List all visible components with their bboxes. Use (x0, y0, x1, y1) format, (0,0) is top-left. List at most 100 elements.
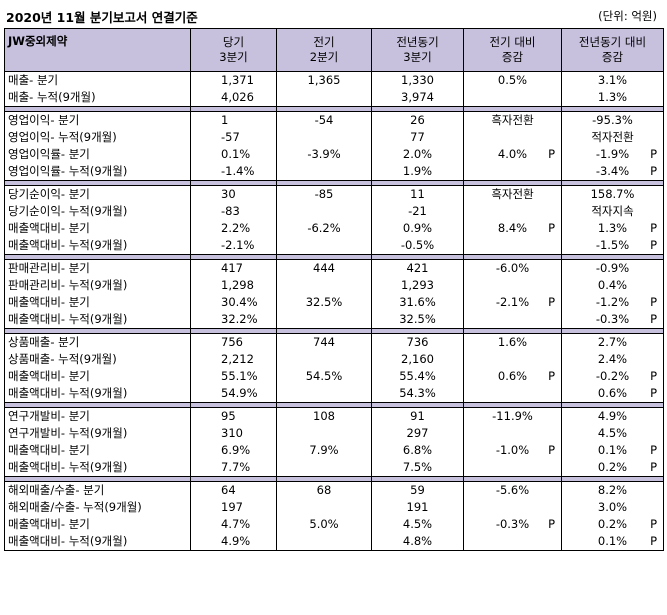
table-row: 매출액대비- 누적(9개월) -2.1% -0.5% -1.5% P (4, 237, 664, 255)
table-cell (276, 425, 372, 442)
table-cell: 1 (190, 111, 277, 129)
table-cell: 32.5% (276, 294, 372, 311)
financial-table: JW중외제약 당기 3분기 전기 2분기 전년동기 3분기 전기 대비 증감 전년동기 대비 증감 … (4, 28, 664, 551)
table-cell: -1.9% P (561, 146, 664, 163)
row-label: 매출- 누적(9개월) (4, 89, 191, 107)
table-cell: 191 (371, 499, 464, 516)
table-cell (276, 351, 372, 368)
table-cell: 4,026 (190, 89, 277, 107)
table-cell: -6.0% (463, 259, 562, 277)
table-cell: 4.7% (190, 516, 277, 533)
table-cell: 736 (371, 333, 464, 351)
table-cell (276, 163, 372, 181)
table-cell: 6.8% (371, 442, 464, 459)
table-cell: -57 (190, 129, 277, 146)
row-label: 해외매출/수출- 누적(9개월) (4, 499, 191, 516)
table-cell: 7.9% (276, 442, 372, 459)
table-cell: -85 (276, 185, 372, 203)
table-row: 매출액대비- 분기 55.1% 54.5% 55.4% 0.6% P -0.2% P (4, 368, 664, 385)
table-cell: -0.3% P (463, 516, 562, 533)
table-cell: 4.5% (371, 516, 464, 533)
table-cell: -1.5% P (561, 237, 664, 255)
table-cell: 77 (371, 129, 464, 146)
table-cell: -54 (276, 111, 372, 129)
table-cell: 31.6% (371, 294, 464, 311)
unit-label: (단위: 억원) (598, 9, 657, 23)
table-row: 매출액대비- 분기 30.4% 32.5% 31.6% -2.1% P -1.2% P (4, 294, 664, 311)
table-cell: 32.5% (371, 311, 464, 329)
table-cell: 2.2% (190, 220, 277, 237)
table-row: 영업이익- 누적(9개월) -57 77 적자전환 (4, 129, 664, 146)
row-label: 연구개발비- 분기 (4, 407, 191, 425)
table-cell: -0.2% P (561, 368, 664, 385)
table-cell: 417 (190, 259, 277, 277)
table-row: 영업이익률- 분기 0.1% -3.9% 2.0% 4.0% P -1.9% P (4, 146, 664, 163)
table-cell: 158.7% (561, 185, 664, 203)
table-cell (463, 89, 562, 107)
column-header: 전기 대비 증감 (463, 28, 562, 72)
table-cell (276, 237, 372, 255)
table-row: 매출액대비- 누적(9개월) 32.2% 32.5% -0.3% P (4, 311, 664, 329)
table-row: 매출- 분기 1,371 1,365 1,330 0.5% 3.1% (4, 71, 664, 89)
row-label: 매출액대비- 누적(9개월) (4, 533, 191, 551)
table-cell: 2.7% (561, 333, 664, 351)
section-separator (4, 402, 664, 408)
table-cell: 54.9% (190, 385, 277, 403)
table-cell: -5.6% (463, 481, 562, 499)
table-cell: -11.9% (463, 407, 562, 425)
table-row: 매출액대비- 누적(9개월) 54.9% 54.3% 0.6% P (4, 385, 664, 403)
table-cell: -2.1% P (463, 294, 562, 311)
row-label: 매출- 분기 (4, 71, 191, 89)
table-cell: 1.3% (561, 89, 664, 107)
table-cell (276, 311, 372, 329)
table-row: 매출액대비- 분기 6.9% 7.9% 6.8% -1.0% P 0.1% P (4, 442, 664, 459)
table-cell (463, 459, 562, 477)
table-cell: -1.4% (190, 163, 277, 181)
table-cell: -21 (371, 203, 464, 220)
table-cell: 0.9% (371, 220, 464, 237)
table-cell: 54.5% (276, 368, 372, 385)
table-row: 영업이익률- 누적(9개월) -1.4% 1.9% -3.4% P (4, 163, 664, 181)
row-label: 판매관리비- 분기 (4, 259, 191, 277)
section-separator (4, 254, 664, 260)
table-body: 매출- 분기 1,371 1,365 1,330 0.5% 3.1% 매출- 누적(9개월)… (4, 71, 664, 551)
table-cell: -0.3% P (561, 311, 664, 329)
report-header: 2020년 11월 분기보고서 연결기준 (단위: 억원) (0, 0, 667, 28)
table-cell: 1,298 (190, 277, 277, 294)
table-cell (463, 129, 562, 146)
table-cell: 310 (190, 425, 277, 442)
table-row: 매출액대비- 분기 4.7% 5.0% 4.5% -0.3% P 0.2% P (4, 516, 664, 533)
table-cell (276, 203, 372, 220)
table-cell: 8.2% (561, 481, 664, 499)
row-label: 매출액대비- 분기 (4, 294, 191, 311)
table-cell (276, 277, 372, 294)
table-cell: 3.1% (561, 71, 664, 89)
table-cell: 0.2% P (561, 459, 664, 477)
table-cell: 744 (276, 333, 372, 351)
table-row: 매출액대비- 분기 2.2% -6.2% 0.9% 8.4% P 1.3% P (4, 220, 664, 237)
column-header: 전년동기 대비 증감 (561, 28, 664, 72)
table-cell: 421 (371, 259, 464, 277)
row-label: 상품매출- 누적(9개월) (4, 351, 191, 368)
table-row: 매출- 누적(9개월) 4,026 3,974 1.3% (4, 89, 664, 107)
table-cell: 1,293 (371, 277, 464, 294)
row-label: 매출액대비- 누적(9개월) (4, 459, 191, 477)
table-cell: 1,330 (371, 71, 464, 89)
table-cell: -3.4% P (561, 163, 664, 181)
column-header: 전기 2분기 (276, 28, 372, 72)
row-label: 상품매출- 분기 (4, 333, 191, 351)
table-cell: 1.6% (463, 333, 562, 351)
table-cell: 0.1% (190, 146, 277, 163)
table-cell (276, 385, 372, 403)
table-cell: 26 (371, 111, 464, 129)
row-label: 영업이익- 분기 (4, 111, 191, 129)
table-cell (276, 89, 372, 107)
table-cell: 8.4% P (463, 220, 562, 237)
table-cell: 1,371 (190, 71, 277, 89)
table-row: 연구개발비- 누적(9개월) 310 297 4.5% (4, 425, 664, 442)
table-row: 당기순이익- 누적(9개월) -83 -21 적자지속 (4, 203, 664, 220)
table-cell: 흑자전환 (463, 111, 562, 129)
row-label: 당기순이익- 분기 (4, 185, 191, 203)
table-cell: 444 (276, 259, 372, 277)
row-label: 매출액대비- 누적(9개월) (4, 385, 191, 403)
